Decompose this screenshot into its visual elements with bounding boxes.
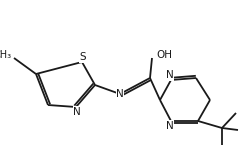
Text: N: N: [73, 107, 81, 117]
Text: S: S: [80, 52, 86, 62]
Text: CH₃: CH₃: [0, 50, 12, 60]
Text: OH: OH: [156, 50, 172, 60]
Text: N: N: [116, 89, 124, 99]
Text: N: N: [166, 70, 174, 80]
Text: N: N: [166, 121, 174, 131]
